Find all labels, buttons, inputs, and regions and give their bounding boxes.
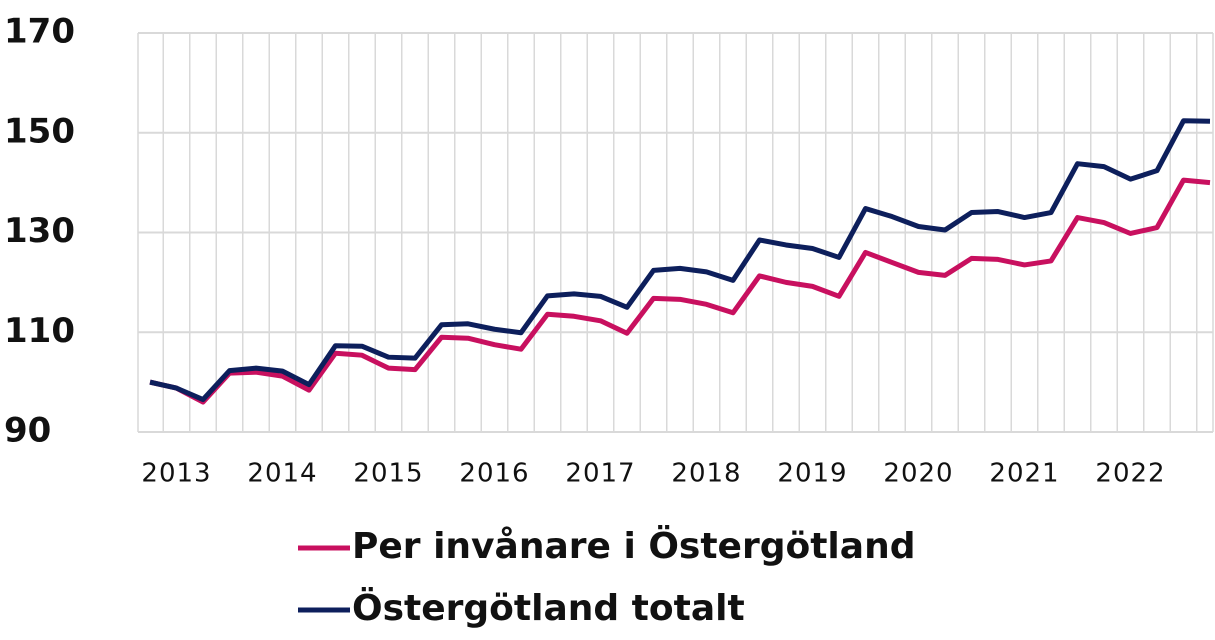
y-tick-label: 130 <box>4 211 75 251</box>
legend-label: Östergötland totalt <box>352 587 745 629</box>
x-tick-label: 2022 <box>1095 459 1165 489</box>
y-tick-label: 150 <box>4 111 75 151</box>
lines <box>149 118 1211 405</box>
x-tick-label: 2018 <box>671 459 741 489</box>
x-tick-label: 2021 <box>989 459 1059 489</box>
y-tick-label: 170 <box>4 12 75 52</box>
series-line <box>149 118 1211 403</box>
y-tick-label: 110 <box>4 311 75 351</box>
labels: 90 110 130 150 170 2013 2014 2015 2016 2017 2018 20… <box>4 12 1165 489</box>
x-tick-label: 2016 <box>459 459 529 489</box>
x-tick-label: 2014 <box>247 459 317 489</box>
y-tick-label: 90 <box>4 411 51 451</box>
x-tick-label: 2019 <box>777 459 847 489</box>
legend-label: Per invånare i Östergötland <box>352 525 915 567</box>
x-tick-label: 2020 <box>883 459 953 489</box>
x-tick-label: 2017 <box>565 459 635 489</box>
x-tick-label: 2015 <box>353 459 423 489</box>
grid <box>137 32 1214 433</box>
series-line <box>149 177 1211 405</box>
legend: Per invånare i Östergötland Östergötland … <box>298 525 915 629</box>
x-tick-label: 2013 <box>141 459 211 489</box>
